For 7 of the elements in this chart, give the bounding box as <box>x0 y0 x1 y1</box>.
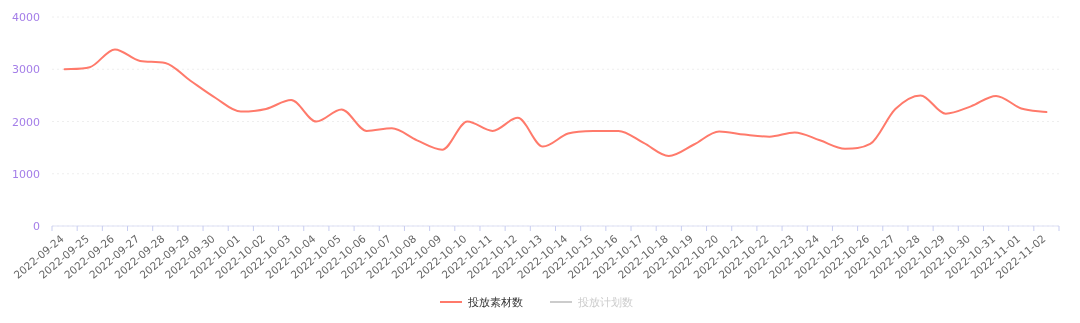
y-tick-label: 1000 <box>12 167 40 181</box>
y-tick-label: 3000 <box>12 63 40 77</box>
line-series <box>63 48 1048 157</box>
legend-label: 投放素材数 <box>467 296 523 309</box>
y-tick-label: 2000 <box>12 115 40 129</box>
y-tick-label: 0 <box>33 220 40 233</box>
y-tick-label: 4000 <box>12 11 40 24</box>
